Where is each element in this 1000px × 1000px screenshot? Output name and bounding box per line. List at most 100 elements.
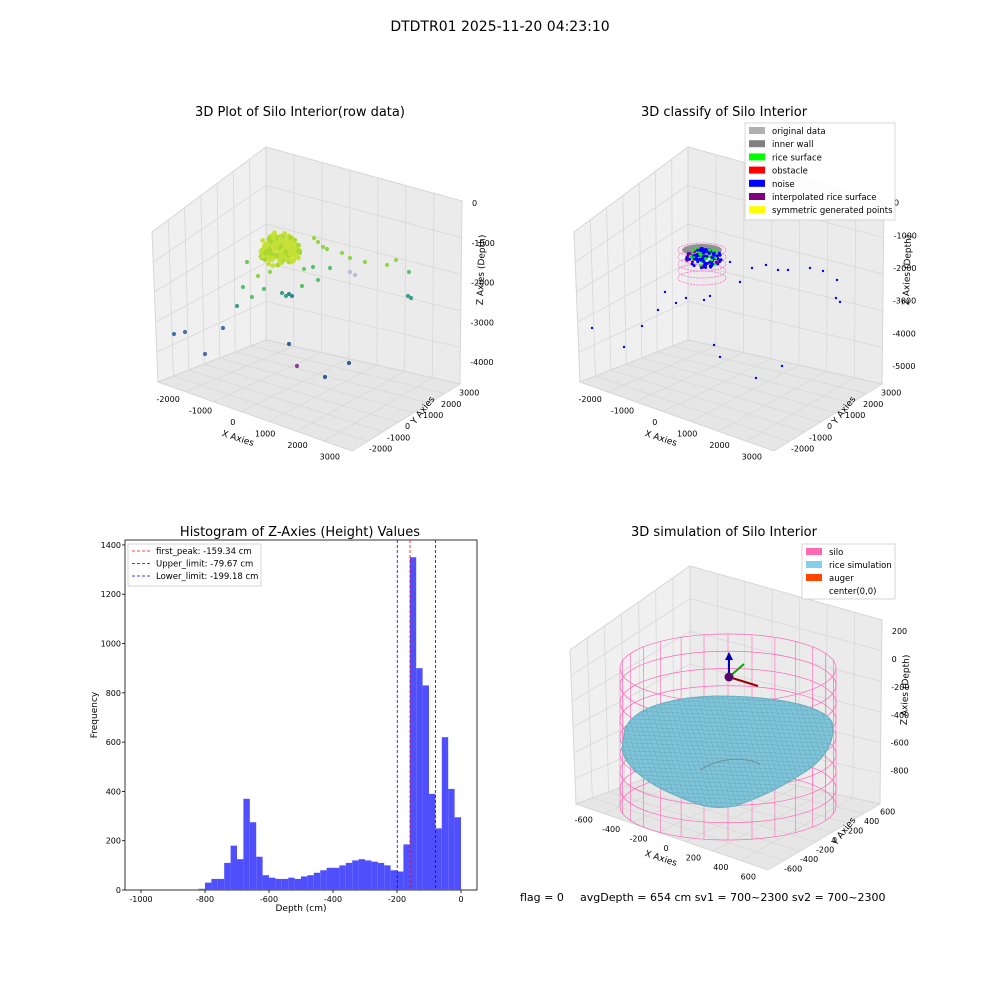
y-tick-label: -2000 — [369, 444, 392, 453]
x-tick-label: 0 — [652, 418, 657, 427]
data-point — [393, 257, 399, 263]
grid-line — [595, 375, 790, 442]
z-tick-label: 200 — [892, 627, 907, 636]
grid-line — [219, 357, 414, 414]
data-point — [352, 272, 358, 278]
noise-point — [821, 269, 825, 273]
histogram-bar — [281, 878, 289, 890]
data-point — [702, 260, 706, 264]
y-tick-label: 0 — [405, 422, 410, 431]
data-point — [262, 257, 268, 263]
histogram-bar — [371, 861, 378, 890]
y-tick-label: -2000 — [791, 444, 814, 453]
legend-label: symmetric generated points — [772, 206, 893, 216]
x-tick-label: -600 — [575, 816, 593, 825]
data-point — [696, 248, 699, 252]
data-point — [294, 363, 300, 369]
y-tick-label: 1000 — [845, 411, 865, 420]
legend-swatch — [749, 153, 765, 161]
mesh-line — [709, 696, 751, 808]
grid-line — [743, 162, 745, 353]
grid-line — [321, 162, 323, 353]
z-tick-label: -5000 — [892, 362, 915, 371]
grid-line — [572, 663, 882, 728]
x-tick-label: -2000 — [579, 395, 602, 404]
mesh-line — [622, 709, 833, 721]
grid-line — [431, 193, 435, 378]
noise-point — [835, 278, 839, 282]
data-point — [712, 248, 716, 252]
mesh-line — [729, 696, 771, 808]
z-tick-label: -400 — [891, 711, 909, 720]
mesh-line — [689, 696, 731, 808]
raw-points — [171, 230, 414, 380]
grid-line — [592, 797, 785, 861]
data-point — [717, 251, 721, 255]
grid-line — [235, 351, 430, 404]
status-avg-depth: avgDepth = 654 cm sv1 = 700~2300 sv2 = 7… — [580, 891, 886, 904]
legend-label: original data — [772, 127, 826, 137]
histogram-bar — [416, 668, 423, 890]
histogram-bar — [256, 856, 263, 890]
data-point — [220, 325, 226, 331]
data-point — [691, 248, 695, 252]
legend-swatch — [806, 561, 822, 568]
data-point — [711, 252, 715, 256]
mesh-line — [622, 761, 833, 773]
data-point — [249, 294, 255, 300]
pane-grid — [574, 154, 884, 442]
panel-classify-title: 3D classify of Silo Interior — [641, 105, 808, 120]
data-point — [408, 295, 414, 301]
data-point — [688, 252, 692, 255]
surface-depression — [699, 758, 761, 771]
x-ticks: -2000 -1000 0 1000 2000 3000 — [157, 395, 340, 462]
z-tick-label: -2000 — [893, 264, 916, 273]
x-tick-label: 1000 — [255, 429, 275, 438]
histogram-bar — [275, 878, 282, 890]
grid-line — [685, 785, 799, 843]
grid-line — [184, 207, 190, 371]
noise-point — [708, 294, 712, 298]
legend-swatch — [806, 587, 822, 594]
legend: original data inner wall rice surface obsta… — [744, 122, 896, 221]
data-point — [263, 241, 269, 247]
data-point — [296, 255, 301, 261]
mesh-line — [622, 717, 833, 729]
mesh-line — [684, 696, 726, 808]
x-tick-label: -400 — [324, 895, 342, 904]
z-ticks: 200 0 -200 -400 -600 -800 — [890, 627, 909, 775]
y-tick-label: 600 — [880, 808, 895, 817]
data-point — [282, 231, 287, 236]
data-point — [689, 254, 693, 258]
histogram-bar — [384, 865, 391, 890]
z-ticks: 0 -1000 -2000 -3000 -4000 — [470, 199, 495, 367]
grid-line — [635, 352, 744, 403]
legend-label: noise — [772, 180, 795, 190]
y-tick-label: 2000 — [863, 400, 883, 409]
grid-line — [348, 170, 351, 359]
data-point — [704, 255, 708, 259]
histogram-bar — [397, 871, 404, 890]
data-point — [685, 258, 689, 262]
x-ticks: -2000 -1000 0 1000 2000 3000 — [579, 395, 762, 462]
legend-label: obstacle — [772, 167, 808, 177]
data-point — [288, 235, 293, 241]
data-point — [272, 245, 278, 250]
legend-swatch — [749, 206, 765, 214]
histogram-title: Histogram of Z-Axies (Height) Values — [180, 525, 420, 540]
pane-grid — [152, 154, 462, 442]
histogram-bar — [294, 878, 301, 890]
data-point — [264, 249, 270, 255]
histogram-bar — [390, 870, 397, 890]
x-tick-label: 600 — [741, 872, 756, 881]
mesh-line — [799, 696, 833, 808]
mesh-line — [622, 741, 833, 753]
mesh-line — [804, 696, 833, 808]
histogram-bar — [237, 859, 244, 890]
panel-simulation-3d: 3D simulation of Silo Interior -600-400-… — [569, 525, 912, 881]
data-point — [255, 273, 261, 279]
rice-surface-fill — [621, 695, 834, 809]
y-tick-label: 0 — [116, 886, 121, 895]
data-point — [292, 246, 297, 252]
legend: silo rice simulation auger center(0,0) — [801, 543, 896, 600]
